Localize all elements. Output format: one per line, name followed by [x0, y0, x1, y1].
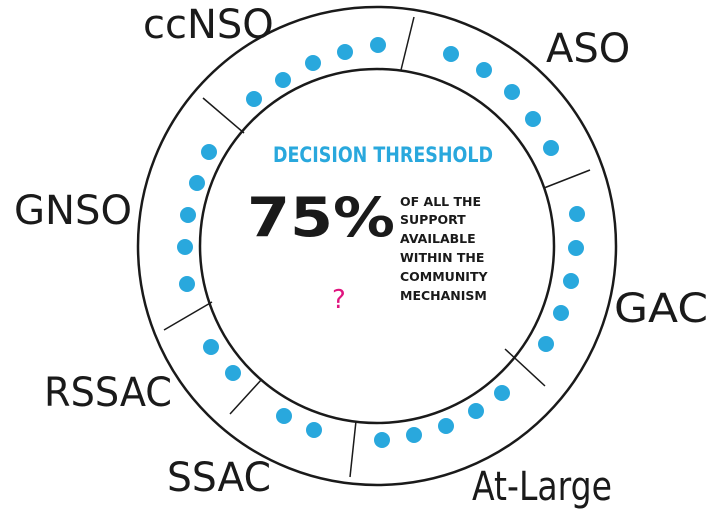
dots-aso — [443, 46, 559, 156]
dot — [306, 422, 322, 438]
dots-rssac — [203, 339, 241, 381]
dot — [443, 46, 459, 62]
dots-gnso — [177, 144, 217, 292]
divider-aso-gac — [543, 169, 591, 189]
dot — [189, 175, 205, 191]
ring — [136, 5, 618, 487]
divider-ssac-rssac — [229, 378, 263, 415]
dot — [525, 111, 541, 127]
dot — [370, 37, 386, 53]
section-labels: ccNSO ASO GAC At-Large SSAC RSSAC GNSO — [14, 2, 708, 510]
threshold-description-line-5: COMMUNITY — [400, 269, 488, 284]
question-mark: ? — [332, 285, 346, 315]
divider-gnso-ccnso — [202, 97, 245, 134]
dot — [568, 240, 584, 256]
dot — [337, 44, 353, 60]
inner-ring-circle — [198, 67, 556, 425]
dot — [438, 418, 454, 434]
section-label-aso: ASO — [546, 26, 630, 72]
threshold-percent: 75% — [247, 186, 395, 249]
threshold-description-line-3: AVAILABLE — [400, 231, 476, 246]
section-label-ccnso: ccNSO — [143, 2, 274, 48]
threshold-description-line-2: SUPPORT — [400, 212, 466, 227]
dot — [305, 55, 321, 71]
threshold-description-line-4: WITHIN THE — [400, 250, 484, 265]
section-dividers — [163, 16, 591, 478]
section-label-gnso: GNSO — [14, 188, 132, 234]
dot — [543, 140, 559, 156]
dots-ccnso — [246, 37, 386, 107]
section-label-rssac: RSSAC — [44, 370, 172, 416]
section-label-at-large: At-Large — [472, 464, 612, 510]
dot — [538, 336, 554, 352]
dot — [374, 432, 390, 448]
outer-ring-circle — [136, 5, 618, 487]
dot — [275, 72, 291, 88]
dots-ssac — [276, 408, 322, 438]
center-content: DECISION THRESHOLD 75% OF ALL THE SUPPOR… — [247, 143, 493, 315]
dot — [177, 239, 193, 255]
threshold-description-line-6: MECHANISM — [400, 288, 487, 303]
dots-gac — [538, 206, 585, 352]
dot — [406, 427, 422, 443]
divider-gac-atlarge — [504, 348, 546, 387]
dot — [468, 403, 484, 419]
dot — [494, 385, 510, 401]
dot — [563, 273, 579, 289]
dot — [569, 206, 585, 222]
dot — [476, 62, 492, 78]
divider-atlarge-ssac — [349, 420, 357, 478]
dot — [504, 84, 520, 100]
dot — [225, 365, 241, 381]
dots-at-large — [374, 385, 510, 448]
dot — [180, 207, 196, 223]
dot — [201, 144, 217, 160]
section-label-ssac: SSAC — [167, 455, 271, 501]
decision-threshold-title: DECISION THRESHOLD — [273, 143, 493, 167]
section-label-gac: GAC — [614, 286, 708, 332]
dot — [246, 91, 262, 107]
dot — [276, 408, 292, 424]
divider-rssac-gnso — [163, 301, 213, 331]
divider-ccnso-aso — [400, 16, 415, 71]
threshold-description-line-1: OF ALL THE — [400, 194, 481, 209]
dot — [553, 305, 569, 321]
dot — [179, 276, 195, 292]
dot — [203, 339, 219, 355]
